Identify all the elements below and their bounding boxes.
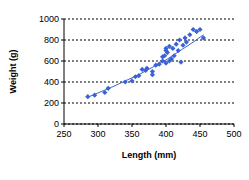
point: [184, 40, 189, 45]
y-tick-label: 600: [44, 56, 59, 66]
y-axis-title: Weight (g): [8, 50, 18, 94]
x-axis: [64, 124, 234, 125]
point: [174, 42, 179, 47]
y-axis: [64, 19, 65, 124]
y-tick-label: 1000: [39, 14, 59, 24]
trend-line: [88, 35, 204, 97]
plot-area: [85, 27, 206, 99]
grid-line: [64, 61, 234, 62]
y-tick-label: 200: [44, 98, 59, 108]
point: [187, 32, 192, 37]
x-tick-label: 350: [124, 129, 139, 139]
point: [197, 27, 202, 32]
grid-line: [64, 40, 234, 41]
x-tick-label: 250: [56, 129, 71, 139]
y-tick-label: 400: [44, 77, 59, 87]
y-tick-label: 0: [54, 119, 59, 129]
point: [182, 35, 187, 40]
point: [178, 59, 183, 64]
point: [165, 50, 170, 55]
x-tick-label: 400: [158, 129, 173, 139]
grid-line: [64, 124, 234, 125]
grid-line: [64, 82, 234, 83]
x-tick-label: 450: [192, 129, 207, 139]
point: [150, 69, 155, 74]
point: [170, 46, 175, 51]
grid-line: [64, 19, 234, 20]
grid-line: [64, 103, 234, 104]
chart: 0 200 400 600 800 1000 250 300 350 400 450 500 Lengt…: [0, 0, 249, 180]
y-tick-label: 800: [44, 35, 59, 45]
x-tick-label: 300: [90, 129, 105, 139]
x-tick-label: 500: [226, 129, 241, 139]
point: [177, 37, 182, 42]
x-axis-title: Length (mm): [122, 150, 177, 160]
